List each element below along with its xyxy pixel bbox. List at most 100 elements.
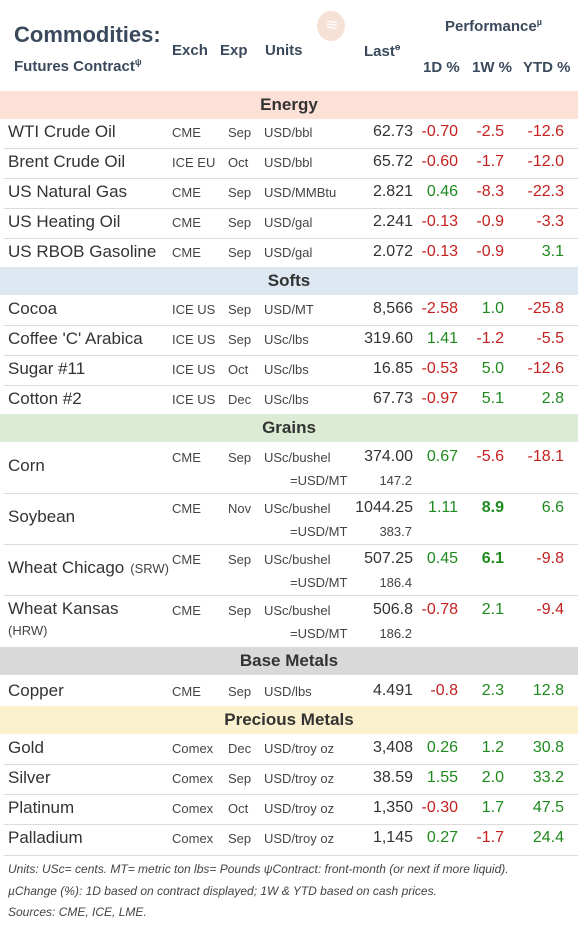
exchange: ICE US (172, 302, 216, 317)
change-1d: 0.46 (426, 183, 458, 200)
change-1w: 1.7 (481, 799, 504, 816)
commodity-name-suffix: (HRW) (8, 623, 48, 638)
exchange: CME (172, 185, 201, 200)
commodity-name: Coffee 'C' Arabica (8, 329, 143, 348)
row-divider (4, 493, 578, 494)
expiry: Oct (228, 362, 249, 377)
commodity-name: Soybean (8, 507, 76, 526)
exchange: CME (172, 501, 201, 516)
expiry: Sep (228, 831, 252, 846)
col-header-1d: 1D % (423, 59, 460, 76)
section-header: Energy (0, 91, 578, 119)
change-1d: 1.55 (426, 769, 458, 786)
exchange: Comex (172, 771, 214, 786)
units: USD/bbl (264, 125, 313, 140)
units: USc/bushel (264, 603, 331, 618)
performance-sup: µ (536, 17, 542, 27)
section-header: Base Metals (0, 647, 578, 675)
section-header: Precious Metals (0, 706, 578, 734)
change-ytd: 12.8 (532, 682, 564, 699)
table-row: Cocoa ICE US Sep USD/MT 8,566 -2.58 1.0 -25.8 (0, 295, 578, 325)
change-ytd: 3.1 (541, 243, 564, 260)
exchange: ICE US (172, 362, 216, 377)
change-1d: -0.8 (430, 682, 458, 699)
change-ytd: -22.3 (527, 183, 564, 200)
commodity-name-text: Wheat Chicago (8, 558, 125, 577)
row-divider (4, 385, 578, 386)
exchange: ICE US (172, 332, 216, 347)
units: USc/lbs (264, 362, 309, 377)
units: USD/troy oz (264, 771, 335, 786)
last-price: 62.73 (372, 123, 413, 140)
change-1w: -2.5 (476, 123, 504, 140)
last-price: 38.59 (372, 769, 413, 786)
row-divider (4, 595, 578, 596)
table-row: Palladium Comex Sep USD/troy oz 1,145 0.27 -1.… (0, 824, 578, 854)
change-ytd: -12.6 (527, 123, 564, 140)
row-divider (4, 208, 578, 209)
change-1d: -0.53 (421, 360, 458, 377)
col-header-1w: 1W % (472, 59, 513, 76)
change-ytd: -12.6 (527, 360, 564, 377)
exchange: Comex (172, 831, 214, 846)
change-ytd: 30.8 (532, 739, 564, 756)
exchange: CME (172, 552, 201, 567)
change-1d: 1.11 (428, 499, 458, 516)
commodity-name: Sugar #11 (8, 359, 86, 378)
last-price: 1,145 (372, 829, 413, 846)
expiry: Sep (228, 603, 252, 618)
section-header: Grains (0, 414, 578, 442)
change-1w: 8.9 (481, 499, 504, 516)
units: USD/MMBtu (264, 185, 337, 200)
units: USD/troy oz (264, 831, 335, 846)
units: USD/gal (264, 245, 313, 260)
expiry: Oct (228, 801, 249, 816)
table-row: Brent Crude Oil ICE EU Oct USD/bbl 65.72 -0.6… (0, 148, 578, 178)
expiry: Sep (228, 684, 252, 699)
performance-text: Performance (445, 18, 537, 35)
commodity-name: Wheat Chicago (SRW) (8, 558, 169, 578)
change-1w: -1.7 (476, 153, 504, 170)
table-row: Soybean CME Nov USc/bushel 1044.25 1.11 8.9 6.6… (0, 493, 578, 544)
exchange: CME (172, 245, 201, 260)
last-price: 319.60 (364, 330, 413, 347)
col-header-ytd: YTD % (523, 59, 571, 76)
change-ytd: 33.2 (532, 769, 564, 786)
row-divider (4, 824, 578, 825)
exchange: CME (172, 125, 201, 140)
change-1w: -5.6 (476, 448, 504, 465)
last-price: 67.73 (372, 390, 413, 407)
units: USD/troy oz (264, 741, 335, 756)
units: USD/MT (264, 302, 314, 317)
table-row: US Natural Gas CME Sep USD/MMBtu 2.821 0.46 -8… (0, 178, 578, 208)
change-1d: -0.78 (421, 601, 458, 618)
commodity-name: Brent Crude Oil (8, 152, 126, 171)
commodity-name: Gold (8, 738, 44, 757)
row-divider (4, 794, 578, 795)
last-price-metric: 383.7 (379, 524, 412, 539)
exchange: CME (172, 603, 201, 618)
table-row: Wheat Chicago (SRW) CME Sep USc/bushel 507.25… (0, 544, 578, 595)
change-1w: -0.9 (476, 243, 504, 260)
expiry: Sep (228, 552, 252, 567)
change-1d: -0.13 (421, 243, 458, 260)
exchange: Comex (172, 801, 214, 816)
change-1d: 0.67 (426, 448, 458, 465)
row-divider (4, 325, 578, 326)
units: USD/lbs (264, 684, 312, 699)
expiry: Sep (228, 771, 252, 786)
expiry: Sep (228, 332, 252, 347)
expiry: Sep (228, 302, 252, 317)
change-1w: 1.2 (481, 739, 504, 756)
exchange: Comex (172, 741, 214, 756)
expiry: Sep (228, 185, 252, 200)
row-divider (4, 544, 578, 545)
change-ytd: -5.5 (536, 330, 564, 347)
col-header-last-sup: ɵ (394, 42, 401, 52)
table-row: US Heating Oil CME Sep USD/gal 2.241 -0.13 -0.… (0, 208, 578, 238)
commodity-name: Cocoa (8, 299, 58, 318)
expiry: Oct (228, 155, 249, 170)
table-row: Wheat Kansas (HRW) CME Sep USc/bushel 506.8 -0… (0, 595, 578, 646)
table-row: US RBOB Gasoline CME Sep USD/gal 2.072 -0.13 -… (0, 238, 578, 268)
col-header-units: Units (265, 42, 303, 59)
